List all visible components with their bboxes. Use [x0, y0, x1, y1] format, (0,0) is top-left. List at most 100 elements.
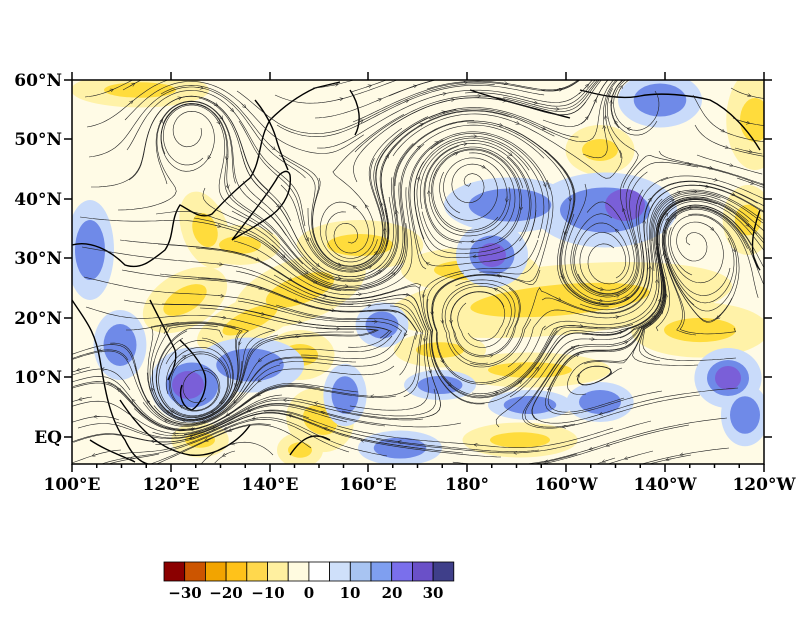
streamline-arrow [181, 406, 186, 408]
streamline-arrow [376, 272, 380, 274]
streamline-arrow [376, 99, 380, 101]
streamline-arrow [480, 165, 484, 167]
streamline-arrow [152, 389, 153, 394]
streamline-arrow [664, 231, 665, 236]
streamline-arrow [373, 252, 376, 256]
lat-label-20n: 20°N [14, 309, 62, 329]
streamline-arrow [166, 421, 170, 423]
streamline-arrow [629, 129, 633, 130]
streamline-arrow [206, 439, 210, 441]
streamline-arrow [292, 299, 297, 300]
strong-positive-anomaly-core [605, 189, 645, 221]
streamline-arrow [513, 122, 518, 124]
streamline-arrow [233, 443, 237, 444]
negative-anomaly-region [288, 442, 312, 458]
streamline-arrow [129, 84, 133, 86]
streamline-arrow [578, 375, 579, 380]
coastline-segment [72, 299, 149, 464]
streamline-arrow [498, 275, 503, 276]
streamline-arrow [604, 127, 605, 132]
streamline-arrow [439, 112, 444, 113]
negative-anomaly-region [327, 234, 393, 256]
streamline-arrow [332, 84, 337, 85]
colorbar-swatch [432, 561, 455, 582]
latitude-labels: 60°N 50°N 40°N 30°N 20°N 10°N EQ [14, 71, 62, 448]
negative-anomaly-region [163, 284, 207, 316]
streamline-arrow [727, 164, 732, 165]
lat-label-10n: 10°N [14, 368, 62, 388]
colorbar-swatch [391, 561, 413, 582]
streamline-arrow [681, 454, 686, 455]
streamline-arrow [214, 427, 218, 429]
streamline-arrow [613, 296, 618, 297]
streamline-arrow [745, 95, 750, 96]
streamline-arrow [626, 457, 630, 458]
streamline-arrow [564, 426, 568, 427]
streamline-arrow [540, 127, 544, 129]
streamline-arrow [321, 295, 326, 296]
streamline-arrow [597, 300, 601, 301]
streamline-arrow [239, 339, 240, 344]
streamline-arrow [667, 459, 672, 460]
strong-positive-anomaly-core [478, 243, 506, 267]
streamline-arrow [658, 225, 659, 229]
negative-anomaly-region [416, 342, 464, 358]
lat-label-eq: EQ [34, 428, 62, 448]
streamline-arrow [311, 280, 316, 282]
streamline-arrow [212, 103, 216, 105]
streamline-arrow [429, 367, 430, 372]
streamline-arrow [657, 254, 658, 258]
streamline-arrow [222, 399, 225, 402]
streamline-arrow [235, 398, 238, 402]
lon-label-100e: 100°E [44, 475, 101, 495]
streamline-arrow [668, 260, 669, 264]
streamline-arrow [191, 437, 196, 438]
streamline-arrow [94, 454, 98, 455]
streamline-arrow [744, 222, 748, 225]
colorbar-swatch [370, 561, 393, 582]
streamline-arrow [227, 182, 228, 187]
streamline-arrow [619, 87, 621, 91]
streamline-arrow [623, 298, 628, 300]
colorbar-swatch [225, 561, 248, 582]
streamline-arrow [258, 393, 263, 395]
axis-ticks [64, 72, 772, 472]
streamline-arrow [719, 129, 724, 131]
streamline-arrow [335, 263, 340, 264]
lat-label-60n: 60°N [14, 71, 62, 91]
streamline-arrow [303, 270, 307, 273]
streamline-arrow [517, 382, 520, 385]
streamline-arrow [565, 229, 566, 233]
streamline-arrow [531, 102, 536, 103]
streamline-arrow [119, 389, 122, 393]
streamline-arrow [400, 442, 404, 443]
streamline-arrow [711, 179, 716, 180]
streamline-arrow [249, 409, 253, 411]
streamline-arrow [452, 153, 457, 155]
streamline-arrow [390, 274, 394, 277]
streamline-arrow [259, 357, 263, 361]
lat-label-40n: 40°N [14, 190, 62, 210]
streamline-arrow [405, 331, 407, 335]
streamline-arrow [335, 277, 340, 278]
streamline-arrow [219, 114, 221, 118]
positive-anomaly-region [75, 220, 105, 280]
coastlines [72, 81, 761, 464]
colorbar-swatches [163, 561, 455, 582]
streamline-arrow [648, 199, 650, 204]
streamline-arrow [660, 312, 662, 316]
strong-positive-anomaly-core [715, 366, 741, 390]
lat-label-50n: 50°N [14, 130, 62, 150]
streamline-arrow [601, 413, 605, 414]
streamline-arrow [722, 146, 727, 147]
streamline-arrow [181, 357, 184, 360]
streamline-arrow [555, 298, 560, 300]
colorbar-label-neg10: −10 [251, 584, 284, 602]
streamline-arrow [428, 263, 432, 265]
positive-anomaly-region [579, 390, 621, 414]
streamline-arrow [160, 121, 162, 125]
coastline-segment [119, 399, 251, 456]
streamline-arrow [217, 119, 219, 122]
colorbar-swatch [329, 561, 351, 582]
streamline-arrow [296, 322, 300, 323]
